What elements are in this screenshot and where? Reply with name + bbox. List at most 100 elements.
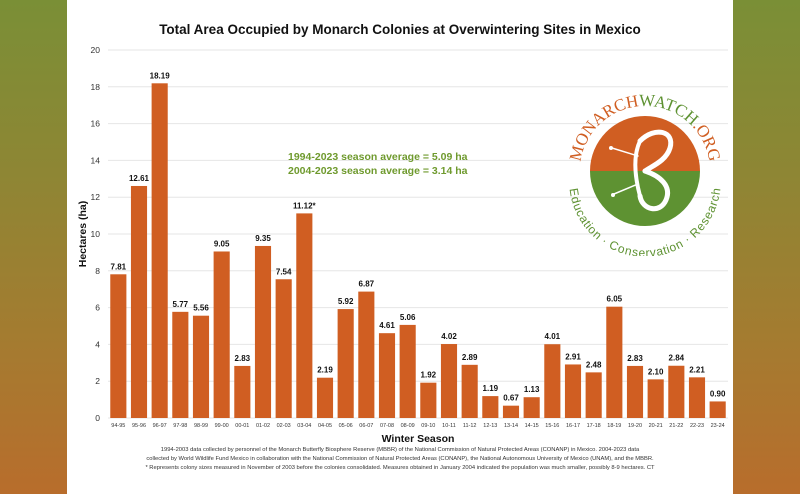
- y-tick-label: 18: [91, 82, 101, 92]
- x-tick-label: 19-20: [628, 423, 642, 429]
- x-tick-label: 03-04: [297, 423, 311, 429]
- x-tick-label: 96-97: [153, 423, 167, 429]
- butterfly-icon: [609, 129, 674, 212]
- x-tick-label: 02-03: [277, 423, 291, 429]
- x-axis-ticks: 94-95 95-96 96-97 97-98 98-99 99-00 00-01 01-02…: [111, 423, 724, 429]
- footnote-line-1: 1994-2003 data collected by personnel of…: [160, 447, 640, 453]
- bar: [378, 333, 396, 418]
- bar: [585, 372, 602, 418]
- bar: [420, 382, 437, 418]
- bar: [606, 306, 623, 418]
- bar: [544, 344, 561, 418]
- x-tick-label: 23-24: [711, 423, 725, 429]
- y-tick-label: 12: [91, 192, 101, 202]
- value-label: 2.83: [235, 354, 251, 363]
- bar: [688, 377, 706, 418]
- value-label: 9.35: [255, 234, 271, 243]
- x-tick-label: 11-12: [463, 423, 477, 429]
- value-label: 6.05: [607, 295, 623, 304]
- value-label: 9.05: [214, 239, 230, 248]
- value-label: 2.10: [648, 367, 664, 376]
- average-annotation-2004: 2004-2023 season average = 3.14 ha: [288, 165, 468, 177]
- bar: [130, 185, 148, 418]
- bar: [172, 311, 189, 418]
- x-tick-label: 99-00: [215, 423, 229, 429]
- bar: [668, 365, 685, 418]
- x-tick-label: 94-95: [111, 423, 125, 429]
- value-label: 2.84: [669, 354, 685, 363]
- x-tick-label: 18-19: [607, 423, 621, 429]
- value-label: 1.13: [524, 385, 540, 394]
- logo-disc: [590, 116, 700, 226]
- value-label: 2.89: [462, 353, 478, 362]
- x-tick-label: 05-06: [339, 423, 353, 429]
- value-label: 5.77: [173, 300, 189, 309]
- value-label: 1.19: [483, 384, 499, 393]
- y-tick-label: 0: [95, 413, 100, 423]
- value-label: 12.61: [129, 174, 150, 183]
- value-label: 6.87: [359, 280, 375, 289]
- monarchwatch-logo: MONARCHWATCH.ORG Education · Conservatio…: [566, 91, 725, 256]
- bar: [399, 324, 416, 418]
- value-label: 5.92: [338, 297, 354, 306]
- bar: [461, 364, 478, 418]
- bar: [523, 397, 540, 418]
- value-label: 0.90: [710, 389, 726, 398]
- x-tick-label: 22-23: [690, 423, 704, 429]
- value-label: 7.81: [111, 262, 127, 271]
- value-label: 4.61: [379, 321, 395, 330]
- y-tick-label: 2: [95, 376, 100, 386]
- x-tick-label: 10-11: [442, 423, 456, 429]
- y-tick-label: 16: [91, 119, 101, 129]
- y-tick-label: 14: [91, 155, 101, 165]
- value-label: 2.21: [689, 365, 705, 374]
- bar: [110, 274, 127, 418]
- bar: [151, 83, 168, 418]
- x-axis-title: Winter Season: [382, 433, 455, 445]
- bar: [213, 251, 230, 418]
- x-tick-label: 14-15: [525, 423, 539, 429]
- x-tick-label: 95-96: [132, 423, 146, 429]
- bar: [564, 364, 582, 418]
- value-label: 5.56: [193, 304, 209, 313]
- bar: [626, 365, 644, 418]
- value-label: 4.02: [441, 332, 457, 341]
- value-label: 1.92: [421, 371, 437, 380]
- x-tick-label: 09-10: [421, 423, 435, 429]
- bar: [316, 377, 334, 418]
- bar: [296, 213, 313, 418]
- bar: [275, 279, 292, 418]
- value-label: 2.91: [565, 352, 581, 361]
- x-tick-label: 01-02: [256, 423, 270, 429]
- y-tick-label: 20: [91, 45, 101, 55]
- average-annotation-1994: 1994-2023 season average = 5.09 ha: [288, 151, 468, 163]
- x-tick-label: 17-18: [587, 423, 601, 429]
- bar: [337, 309, 354, 418]
- bars: [110, 83, 726, 418]
- footnote-line-2: collected by World Wildlife Fund Mexico …: [146, 456, 654, 462]
- x-tick-label: 20-21: [649, 423, 663, 429]
- bar: [192, 315, 210, 418]
- value-label: 4.01: [545, 332, 561, 341]
- value-label: 0.67: [503, 394, 519, 403]
- bar: [482, 396, 499, 418]
- y-tick-label: 4: [95, 339, 100, 349]
- bar: [709, 401, 726, 418]
- x-tick-label: 15-16: [545, 423, 559, 429]
- x-tick-label: 21-22: [669, 423, 683, 429]
- value-label: 7.54: [276, 267, 292, 276]
- chart-title: Total Area Occupied by Monarch Colonies …: [159, 22, 641, 37]
- footnote-line-3: * Represents colony sizes measured in No…: [145, 465, 655, 471]
- x-tick-label: 07-08: [380, 423, 394, 429]
- x-tick-label: 97-98: [173, 423, 187, 429]
- bar: [647, 379, 664, 418]
- x-tick-label: 12-13: [483, 423, 497, 429]
- y-axis-title: Hectares (ha): [77, 201, 89, 268]
- x-tick-label: 08-09: [401, 423, 415, 429]
- y-tick-label: 6: [95, 303, 100, 313]
- x-tick-label: 06-07: [359, 423, 373, 429]
- x-tick-label: 13-14: [504, 423, 518, 429]
- bar: [440, 344, 458, 418]
- value-labels: 7.81 12.61 18.19 5.77 5.56 9.05 2.83 9.35 7.54 11…: [111, 71, 726, 402]
- x-tick-label: 04-05: [318, 423, 332, 429]
